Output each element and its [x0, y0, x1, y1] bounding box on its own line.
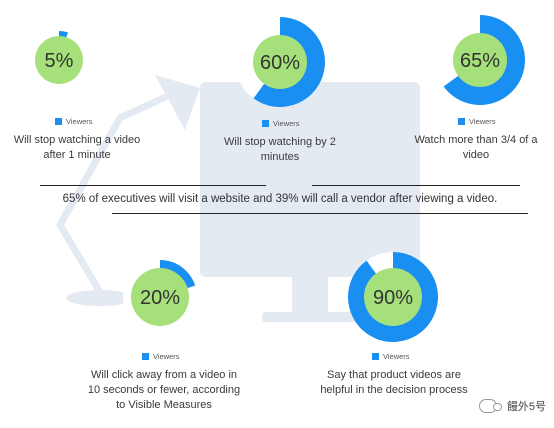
donut-center	[35, 36, 83, 84]
percent-label: 65%	[460, 50, 500, 72]
lamp-arm	[55, 91, 174, 296]
legend: Viewers	[372, 352, 410, 361]
legend-label: Viewers	[383, 352, 410, 361]
banner-statement: 65% of executives will visit a website a…	[62, 193, 498, 205]
monitor-neck	[292, 277, 328, 315]
legend: Viewers	[458, 117, 496, 126]
wechat-icon	[478, 399, 502, 413]
divider-left	[40, 185, 266, 186]
percent-label: 5%	[45, 50, 74, 72]
legend-label: Viewers	[66, 117, 93, 126]
donut-chart-2: 60%	[233, 15, 327, 109]
legend-swatch	[458, 118, 465, 125]
legend-label: Viewers	[273, 119, 300, 128]
divider-right	[312, 185, 520, 186]
legend-label: Viewers	[153, 352, 180, 361]
watermark: 饅外5号	[478, 398, 546, 414]
lamp-base	[66, 290, 134, 306]
percent-label: 60%	[260, 52, 300, 74]
donut-chart-3: 65%	[433, 13, 527, 107]
donut-chart-5: 90%	[346, 250, 440, 344]
donut-center	[253, 35, 307, 89]
donut-center	[131, 268, 189, 326]
legend: Viewers	[262, 119, 300, 128]
legend-swatch	[142, 353, 149, 360]
legend: Viewers	[142, 352, 180, 361]
caption-2: Will stop watching by 2 minutes	[224, 136, 336, 163]
legend-swatch	[55, 118, 62, 125]
percent-label: 90%	[373, 287, 413, 309]
divider-bottom	[112, 213, 528, 214]
donut-center	[453, 33, 507, 87]
caption-3: Watch more than 3/4 of a video	[414, 134, 538, 161]
donut-chart-4: 20%	[113, 250, 207, 344]
caption-4: Will click away from a video in 10 secon…	[87, 369, 241, 411]
lamp-shade	[155, 75, 200, 130]
monitor-base	[262, 312, 358, 322]
legend-label: Viewers	[469, 117, 496, 126]
donut-chart-1: 5%	[24, 25, 94, 95]
legend-swatch	[262, 120, 269, 127]
legend-swatch	[372, 353, 379, 360]
caption-5: Say that product videos are helpful in t…	[320, 369, 468, 396]
caption-1: Will stop watching a video after 1 minut…	[13, 134, 141, 161]
donut-center	[364, 268, 422, 326]
percent-label: 20%	[140, 287, 180, 309]
watermark-text: 饅外5号	[506, 401, 546, 413]
monitor-screen	[200, 82, 420, 277]
legend: Viewers	[55, 117, 93, 126]
